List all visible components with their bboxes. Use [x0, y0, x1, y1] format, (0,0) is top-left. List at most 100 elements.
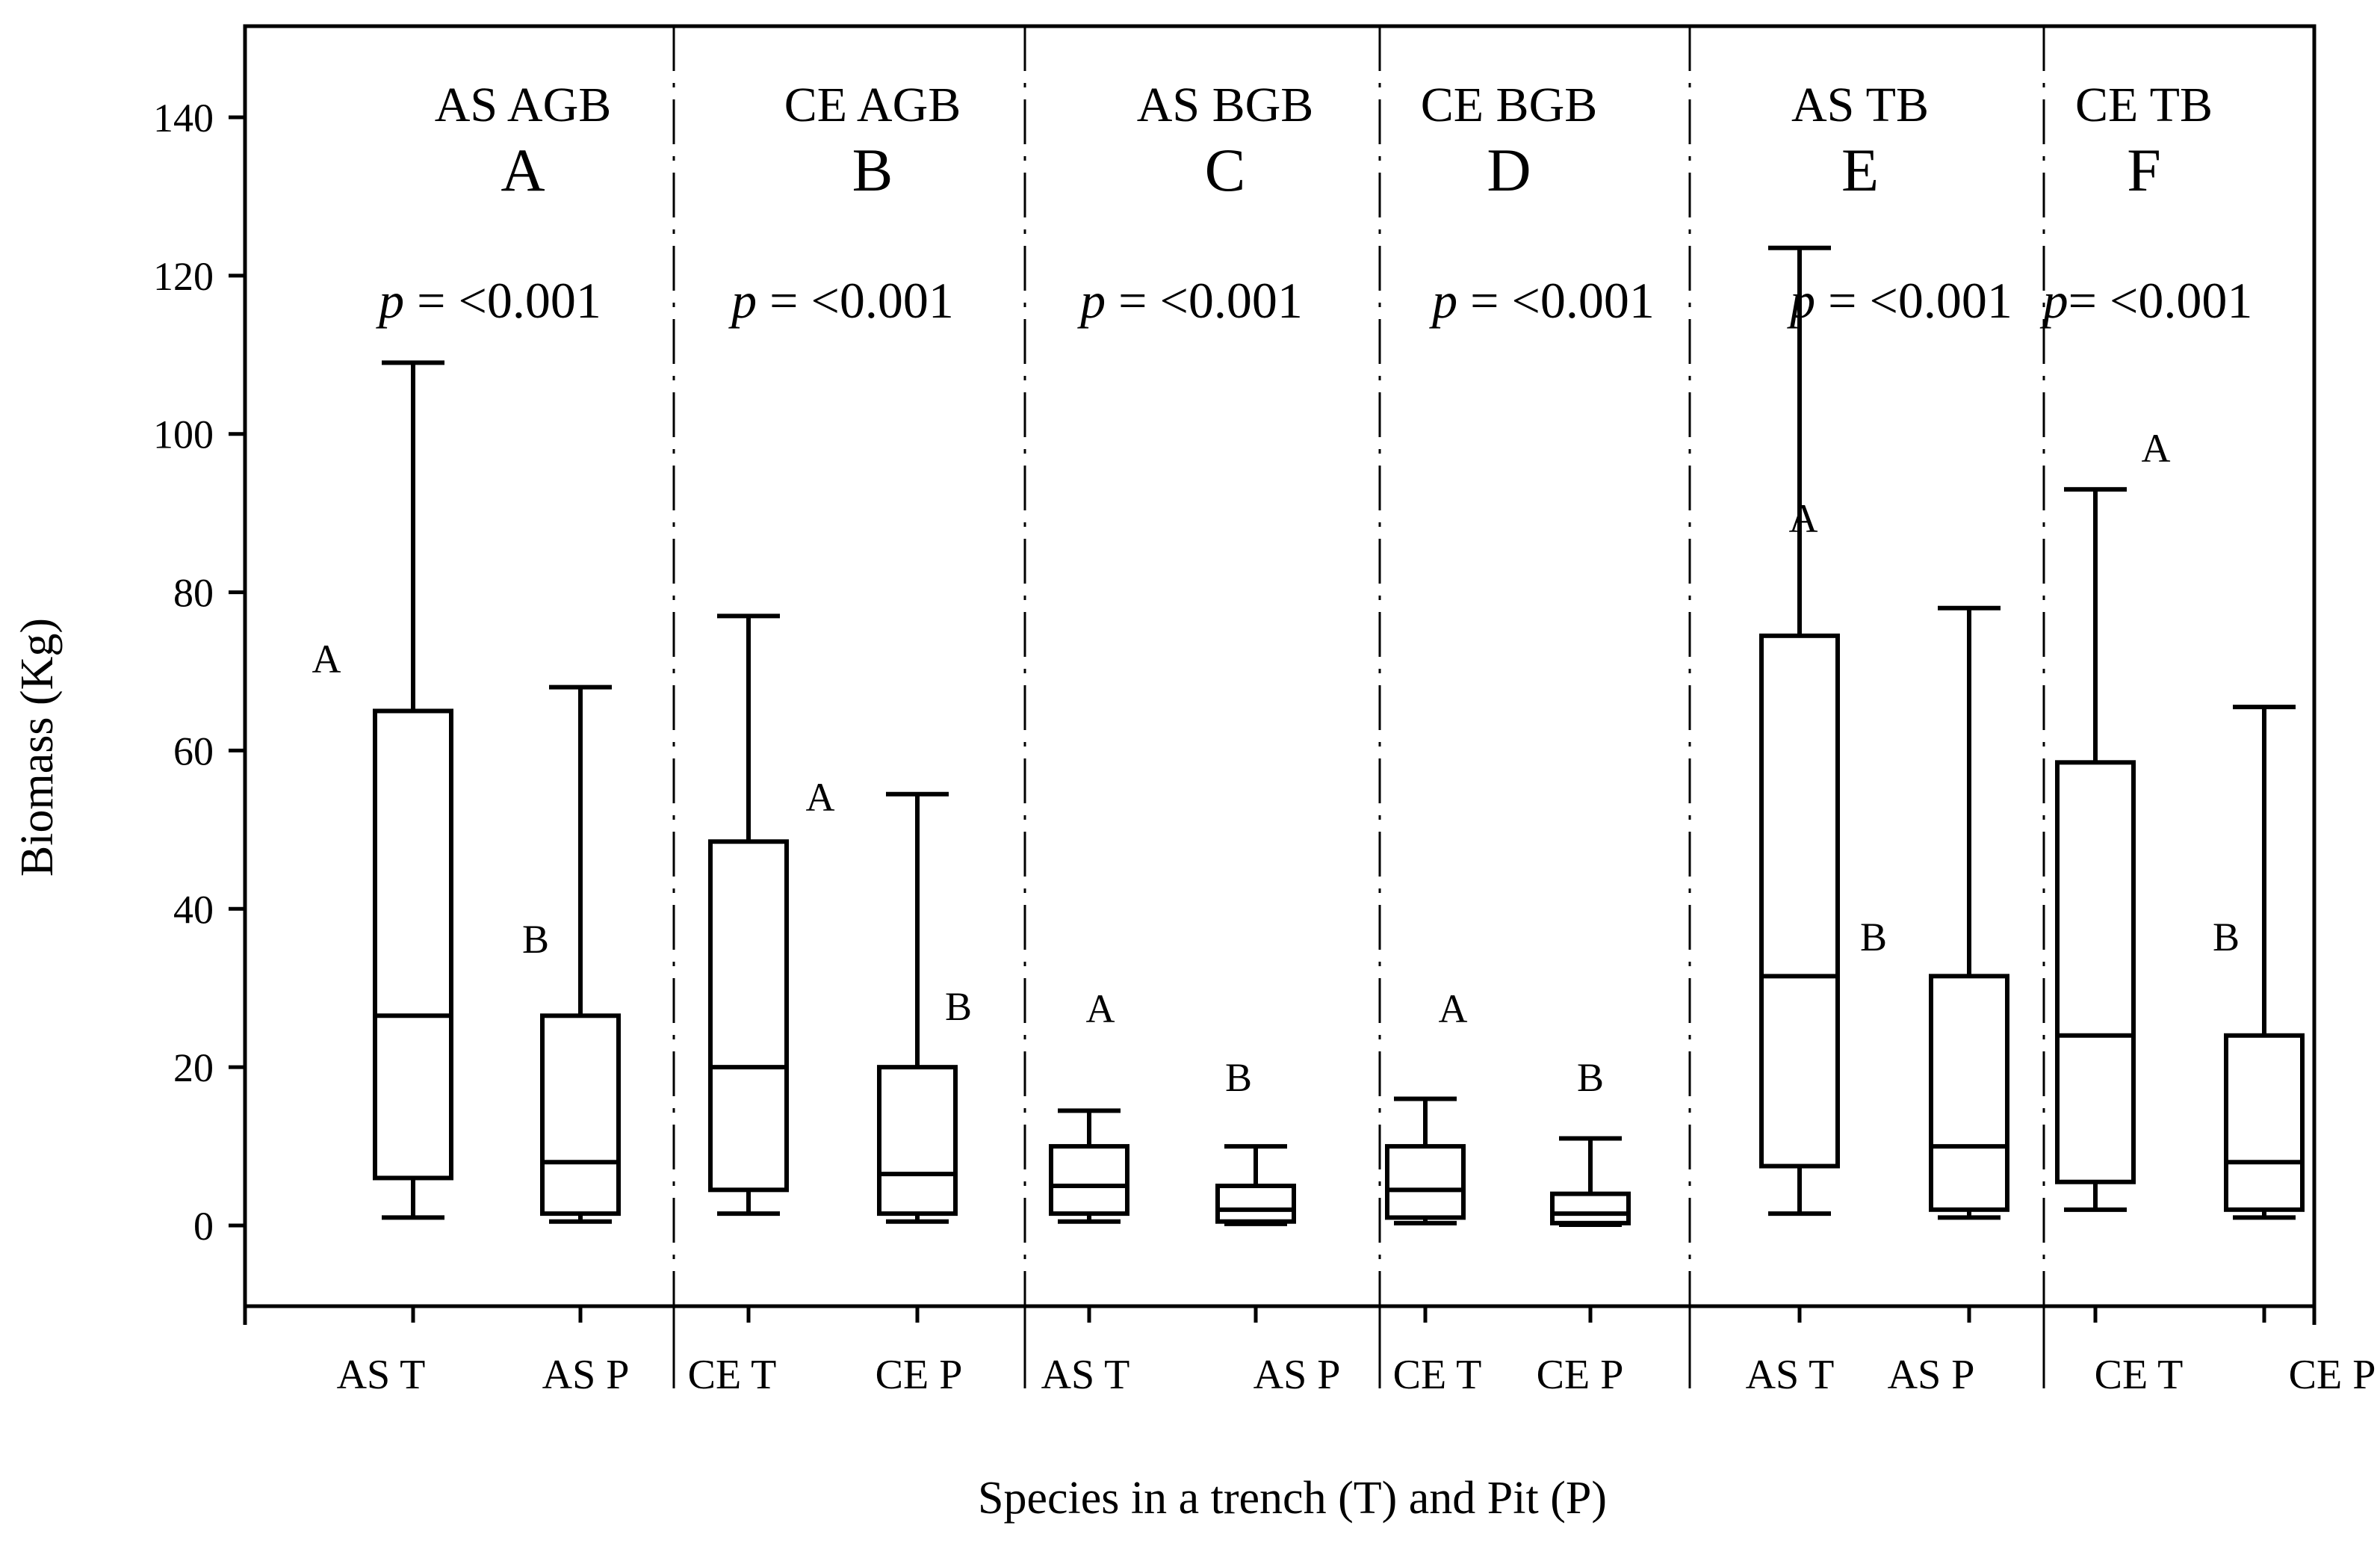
- panel-title: AS AGB: [435, 78, 612, 132]
- box-1-1: [373, 360, 453, 1220]
- x-tick-label: CE P: [2289, 1352, 2376, 1398]
- box-iqr: [1929, 974, 2009, 1212]
- panel-letter: E: [1841, 136, 1879, 204]
- x-axis-label: Species in a trench (T) and Pit (P): [978, 1473, 1607, 1524]
- group-letter: B: [522, 917, 549, 962]
- p-value-label: p = <0.001: [376, 272, 601, 329]
- panel-title: CE AGB: [784, 78, 961, 132]
- box-4-2: [1550, 1136, 1631, 1227]
- group-letter: B: [945, 984, 972, 1029]
- p-value-text: = <0.001: [404, 272, 601, 329]
- p-value-label: p = <0.001: [1429, 272, 1655, 329]
- p-value-text: = <0.001: [1457, 272, 1655, 329]
- box-iqr: [2055, 760, 2136, 1184]
- x-tick-label: CE P: [1537, 1352, 1624, 1398]
- x-tick-label: CE T: [2095, 1352, 2184, 1398]
- panel-title: AS TB: [1791, 78, 1929, 132]
- group-letter: A: [1789, 496, 1818, 541]
- box-iqr: [540, 1013, 621, 1217]
- x-tick-label: CE T: [1393, 1352, 1482, 1398]
- panel-title: CE TB: [2075, 78, 2213, 132]
- p-value-label: p = <0.001: [728, 272, 954, 329]
- box-iqr: [1215, 1184, 1296, 1224]
- x-tick-label: CE T: [688, 1352, 777, 1398]
- box-4-1: [1385, 1096, 1466, 1225]
- group-letter: B: [2213, 915, 2240, 959]
- panel-letter: F: [2127, 136, 2161, 204]
- box-iqr: [877, 1065, 958, 1217]
- box-iqr: [373, 708, 453, 1181]
- p-value-label: p = <0.001: [1787, 272, 2012, 329]
- p-symbol: p: [1787, 272, 1815, 329]
- panel-letter: D: [1487, 136, 1531, 204]
- box-2-1: [708, 613, 789, 1217]
- box-5-1: [1759, 245, 1840, 1217]
- p-value-text: = <0.001: [1815, 272, 2012, 329]
- y-tick-label: 120: [153, 254, 214, 299]
- y-tick-label: 100: [153, 412, 214, 457]
- y-tick-label: 40: [173, 887, 214, 932]
- y-tick-label: 20: [173, 1045, 214, 1090]
- p-symbol: p: [2040, 272, 2068, 329]
- p-value-text: = <0.001: [2068, 272, 2253, 329]
- plot-frame: [243, 24, 2317, 1308]
- panel-title: CE BGB: [1421, 78, 1598, 132]
- x-tick-label: AS P: [542, 1352, 630, 1398]
- y-tick-label: 60: [173, 729, 214, 773]
- box-iqr: [1759, 633, 1840, 1169]
- box-3-1: [1049, 1108, 1129, 1224]
- p-symbol: p: [376, 272, 404, 329]
- panel-letter: C: [1205, 136, 1246, 204]
- box-iqr: [708, 839, 789, 1193]
- x-tick-label: AS T: [1041, 1352, 1130, 1398]
- x-tick-label: AS T: [1746, 1352, 1835, 1398]
- p-symbol: p: [1429, 272, 1457, 329]
- p-value-text: = <0.001: [1106, 272, 1303, 329]
- group-letter: B: [1225, 1055, 1252, 1100]
- panel-title: AS BGB: [1137, 78, 1314, 132]
- y-tick-label: 140: [153, 96, 214, 140]
- box-iqr: [1049, 1144, 1129, 1217]
- box-5-2: [1929, 605, 2009, 1220]
- panel-dividers: [672, 26, 2045, 1388]
- group-letter: B: [1577, 1055, 1604, 1100]
- group-letter: A: [2142, 426, 2171, 471]
- box-iqr: [1550, 1191, 1631, 1225]
- x-tick-label: AS P: [1253, 1352, 1341, 1398]
- p-value-label: p = <0.001: [1077, 272, 1303, 329]
- group-letter: B: [1860, 915, 1887, 959]
- group-letter: A: [1439, 986, 1468, 1031]
- y-tick-label: 0: [193, 1204, 214, 1249]
- box-iqr: [1385, 1144, 1466, 1220]
- panel-letter: B: [852, 136, 893, 204]
- box-6-1: [2055, 486, 2136, 1212]
- x-tick-label: AS T: [337, 1352, 426, 1398]
- x-tick-label: AS P: [1888, 1352, 1975, 1398]
- axes: 0 20 40 60 80 100 120 140: [153, 24, 2317, 1325]
- group-letter: A: [312, 637, 341, 681]
- p-value-text: = <0.001: [757, 272, 954, 329]
- panel-letter: A: [501, 136, 545, 204]
- box-iqr: [2224, 1033, 2305, 1212]
- box-3-2: [1215, 1144, 1296, 1226]
- p-value-label: p= <0.001: [2040, 272, 2253, 329]
- p-symbol: p: [728, 272, 757, 329]
- box-6-2: [2224, 705, 2305, 1220]
- box-1-2: [540, 684, 621, 1224]
- group-letter: A: [806, 775, 835, 820]
- group-letter: A: [1086, 986, 1115, 1031]
- box-2-2: [877, 791, 958, 1224]
- p-symbol: p: [1077, 272, 1106, 329]
- y-axis-label: Biomass (Kg): [12, 618, 63, 877]
- x-tick-label: CE P: [876, 1352, 963, 1398]
- y-tick-label: 80: [173, 571, 214, 616]
- box-series: [373, 245, 2305, 1227]
